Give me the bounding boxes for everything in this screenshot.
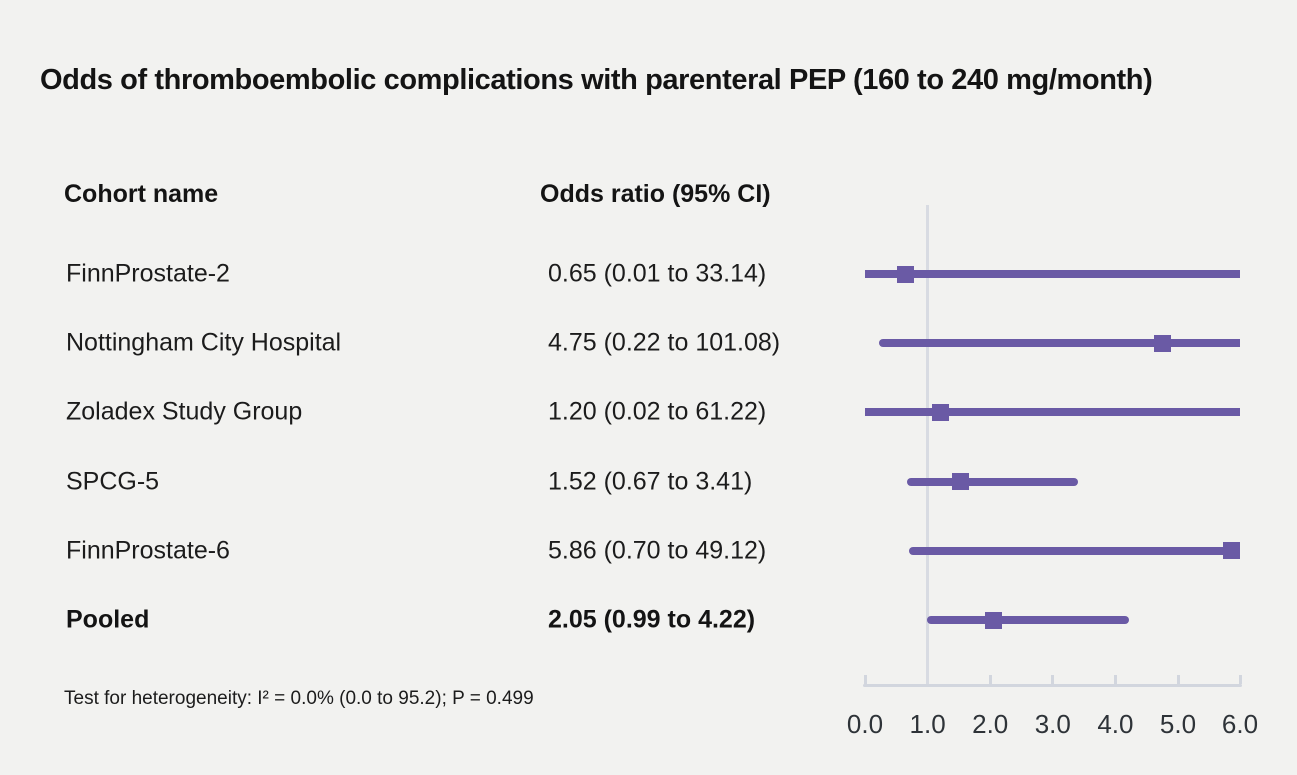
axis-tick (1113, 675, 1117, 684)
cohort-label: SPCG-5 (66, 467, 160, 496)
odds-ratio-label: 1.20 (0.02 to 61.22) (548, 397, 767, 426)
column-header-cohort-name: Cohort name (64, 180, 219, 208)
axis-tick-label: 4.0 (1097, 709, 1134, 739)
x-axis-line (863, 684, 1242, 687)
axis-tick-label: 3.0 (1034, 709, 1071, 739)
axis-tick (863, 675, 867, 684)
point-estimate-marker (1153, 334, 1171, 352)
column-header-odds-ratio: Odds ratio (95% CI) (540, 180, 771, 208)
axis-tick-label: 0.0 (846, 709, 884, 739)
chart-title: Odds of thromboembolic complications wit… (40, 64, 1153, 96)
axis-tick-label: 1.0 (909, 709, 946, 739)
axis-tick (1238, 675, 1242, 684)
cohort-label: Zoladex Study Group (66, 397, 303, 426)
odds-ratio-label: 5.86 (0.70 to 49.12) (548, 536, 767, 565)
axis-tick-label: 2.0 (972, 709, 1009, 739)
reference-line-at-1 (926, 205, 929, 687)
cohort-label: Nottingham City Hospital (66, 328, 342, 357)
axis-tick (1051, 675, 1055, 684)
confidence-interval-line (865, 408, 1240, 417)
point-estimate-marker (897, 265, 915, 283)
axis-tick (1176, 675, 1180, 684)
axis-tick (988, 675, 992, 684)
point-estimate-marker (951, 473, 969, 491)
point-estimate-marker (1223, 542, 1241, 560)
confidence-interval-line (908, 546, 1240, 555)
cohort-label: Pooled (66, 605, 150, 634)
odds-ratio-label: 2.05 (0.99 to 4.22) (548, 605, 756, 634)
axis-tick-label: 5.0 (1159, 709, 1197, 739)
confidence-interval-line (865, 270, 1240, 278)
cohort-label: FinnProstate-6 (66, 536, 230, 565)
pooled-estimate-marker (984, 611, 1002, 629)
confidence-interval-line (926, 616, 1130, 624)
odds-ratio-label: 0.65 (0.01 to 33.14) (548, 259, 767, 288)
confidence-interval-line (906, 477, 1079, 486)
cohort-label: FinnProstate-2 (66, 259, 230, 288)
heterogeneity-footnote: Test for heterogeneity: I² = 0.0% (0.0 t… (64, 688, 534, 709)
confidence-interval-line (878, 339, 1240, 348)
point-estimate-marker (931, 403, 949, 421)
odds-ratio-label: 4.75 (0.22 to 101.08) (548, 328, 781, 357)
odds-ratio-label: 1.52 (0.67 to 3.41) (548, 467, 753, 496)
axis-tick-label: 6.0 (1221, 709, 1259, 739)
